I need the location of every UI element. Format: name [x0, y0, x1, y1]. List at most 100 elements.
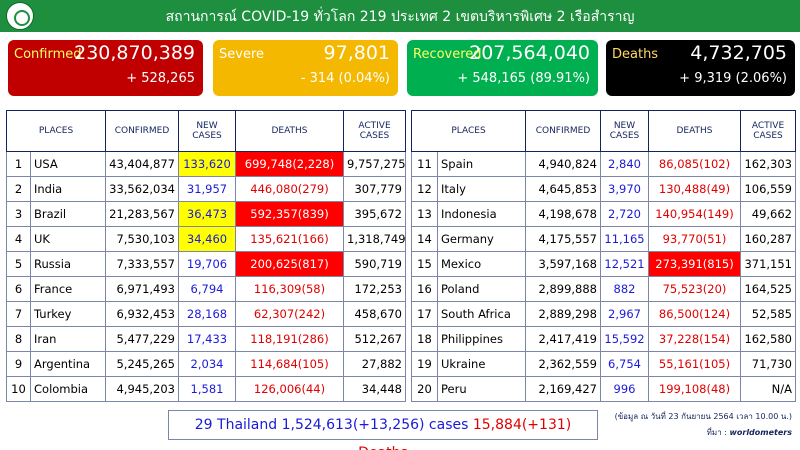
table-cell: 162,303 — [740, 151, 796, 177]
table-cell: 49,662 — [740, 201, 796, 227]
data-table: PLACES CONFIRMED NEW CASES DEATHS ACTIVE CAS… — [411, 110, 796, 402]
card-change: + 548,165 (89.91%) — [457, 71, 590, 86]
table-cell: 10 — [6, 376, 31, 402]
table-cell: 2,840 — [600, 151, 649, 177]
table-cell: 3 — [6, 201, 31, 227]
table-cell: 140,954(149) — [648, 201, 741, 227]
table-cell: 371,151 — [740, 251, 796, 277]
table-cell: 4,198,678 — [525, 201, 601, 227]
table-cell: N/A — [740, 376, 796, 402]
card-label: Recovered — [413, 47, 482, 62]
table-cell: 86,085(102) — [648, 151, 741, 177]
table-cell: 4,945,203 — [105, 376, 179, 402]
column-header: NEW CASES — [178, 110, 236, 152]
table-cell: 1 — [6, 151, 31, 177]
table-row: 10 Colombia 4,945,203 1,581 126,006(44) 34,44… — [6, 376, 406, 402]
table-cell: 133,620 — [178, 151, 236, 177]
table-cell: 17 — [411, 301, 438, 327]
table-row: 8 Iran 5,477,229 17,433 118,191(286) 512,267 — [6, 326, 406, 352]
table-cell: Russia — [30, 251, 106, 277]
table-cell: 18 — [411, 326, 438, 352]
table-cell: 590,719 — [343, 251, 406, 277]
table-cell: 21,283,567 — [105, 201, 179, 227]
card-value: 207,564,040 — [469, 42, 590, 64]
stat-card: Severe 97,801 - 314 (0.04%) — [213, 40, 398, 96]
column-header: ACTIVE CASES — [740, 110, 796, 152]
table-cell: 3,597,168 — [525, 251, 601, 277]
table-cell: 36,473 — [178, 201, 236, 227]
table-cell: France — [30, 276, 106, 302]
table-cell: 11,165 — [600, 226, 649, 252]
table-row: 16 Poland 2,899,888 882 75,523(20) 164,525 — [411, 276, 796, 302]
card-label: Confirmed — [14, 47, 82, 62]
card-change: + 9,319 (2.06%) — [679, 71, 787, 86]
table-cell: 7,333,557 — [105, 251, 179, 277]
table-cell: 2,889,298 — [525, 301, 601, 327]
table-cell: 34,448 — [343, 376, 406, 402]
table-row: 20 Peru 2,169,427 996 199,108(48) N/A — [411, 376, 796, 402]
table-cell: Philippines — [437, 326, 526, 352]
table-cell: USA — [30, 151, 106, 177]
table-cell: 9,757,275 — [343, 151, 406, 177]
table-row: 18 Philippines 2,417,419 15,592 37,228(154) 1… — [411, 326, 796, 352]
table-cell: 4,175,557 — [525, 226, 601, 252]
table-cell: Spain — [437, 151, 526, 177]
table-cell: 395,672 — [343, 201, 406, 227]
table-cell: 2,169,427 — [525, 376, 601, 402]
table-cell: 882 — [600, 276, 649, 302]
table-cell: 116,309(58) — [235, 276, 344, 302]
table-cell: 164,525 — [740, 276, 796, 302]
table-cell: 37,228(154) — [648, 326, 741, 352]
table-cell: 3,970 — [600, 176, 649, 202]
table-cell: 2,417,419 — [525, 326, 601, 352]
table-cell: 13 — [411, 201, 438, 227]
stat-card: Deaths 4,732,705 + 9,319 (2.06%) — [606, 40, 795, 96]
table-cell: 15,592 — [600, 326, 649, 352]
table-cell: 12,521 — [600, 251, 649, 277]
table-cell: 273,391(815) — [648, 251, 741, 277]
table-cell: 19,706 — [178, 251, 236, 277]
table-cell: Argentina — [30, 351, 106, 377]
header-row: PLACES CONFIRMED NEW CASES DEATHS ACTIVE CAS… — [411, 110, 796, 152]
table-cell: 43,404,877 — [105, 151, 179, 177]
table-cell: 16 — [411, 276, 438, 302]
table-cell: Peru — [437, 376, 526, 402]
table-cell: 114,684(105) — [235, 351, 344, 377]
table-cell: 130,488(49) — [648, 176, 741, 202]
card-label: Severe — [219, 47, 264, 62]
table-cell: 5,245,265 — [105, 351, 179, 377]
table-cell: Germany — [437, 226, 526, 252]
table-cell: 12 — [411, 176, 438, 202]
table-cell: 1,581 — [178, 376, 236, 402]
table-row: 7 Turkey 6,932,453 28,168 62,307(242) 458,670 — [6, 301, 406, 327]
table-cell: 106,559 — [740, 176, 796, 202]
table-cell: Brazil — [30, 201, 106, 227]
table-cell: 71,730 — [740, 351, 796, 377]
table-row: 11 Spain 4,940,824 2,840 86,085(102) 162,303 — [411, 151, 796, 177]
table-row: 17 South Africa 2,889,298 2,967 86,500(124) 5… — [411, 301, 796, 327]
header-bar: สถานการณ์ COVID-19 ทั่วโลก 219 ประเทศ 2 … — [0, 0, 800, 32]
table-cell: 8 — [6, 326, 31, 352]
table-cell: 7 — [6, 301, 31, 327]
table-cell: 19 — [411, 351, 438, 377]
table-cell: 4,940,824 — [525, 151, 601, 177]
table-cell: 2,899,888 — [525, 276, 601, 302]
table-cell: 20 — [411, 376, 438, 402]
table-cell: Ukraine — [437, 351, 526, 377]
table-cell: 17,433 — [178, 326, 236, 352]
table-row: 1 USA 43,404,877 133,620 699,748(2,228) 9,757… — [6, 151, 406, 177]
table-cell: 4,645,853 — [525, 176, 601, 202]
table-cell: 27,882 — [343, 351, 406, 377]
table-cell: South Africa — [437, 301, 526, 327]
table-cell: 512,267 — [343, 326, 406, 352]
table-cell: 1,318,749 — [343, 226, 406, 252]
column-header: DEATHS — [648, 110, 741, 152]
thailand-deaths: 15,884(+131) Deaths — [358, 417, 572, 450]
table-row: 14 Germany 4,175,557 11,165 93,770(51) 160,28… — [411, 226, 796, 252]
table-cell: 307,779 — [343, 176, 406, 202]
table-cell: 62,307(242) — [235, 301, 344, 327]
data-table: PLACES CONFIRMED NEW CASES DEATHS ACTIVE CAS… — [6, 110, 406, 402]
table-cell: 6 — [6, 276, 31, 302]
title: สถานการณ์ COVID-19 ทั่วโลก 219 ประเทศ 2 … — [165, 9, 635, 25]
